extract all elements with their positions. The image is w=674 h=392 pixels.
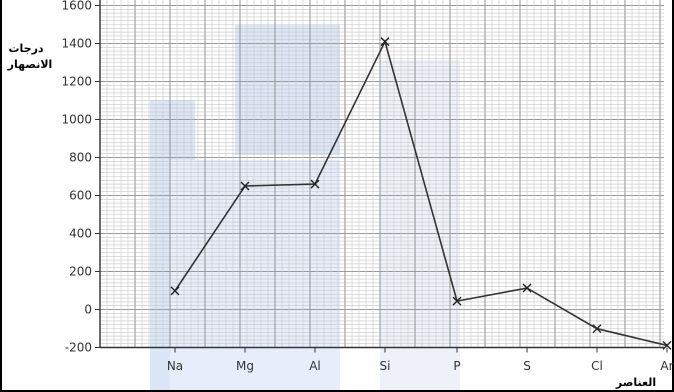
x-tick-label: Cl [591,359,603,373]
series-markers [170,37,672,350]
y-axis-title-line1: درجات [8,42,43,55]
data-point-marker [592,324,602,334]
x-tick-label: P [453,359,460,373]
y-axis-title-line2: الانصهار [7,58,53,71]
data-point-marker [662,340,672,350]
y-tick-label: 200 [69,265,92,279]
series-line [174,39,668,347]
y-tick-label: 1200 [61,75,92,89]
x-axis-title: العناصر [615,376,656,389]
x-tick-label: Al [309,359,321,373]
data-point-marker [380,37,390,47]
y-tick-labels: -200 0 200 400 600 800 1000 1200 1400 1600 [61,0,100,355]
data-point-marker [310,179,320,189]
x-tick-label: Mg [236,359,254,373]
y-tick-label: -200 [65,341,92,355]
series-line-path [174,39,668,347]
y-tick-label: 0 [84,303,92,317]
y-tick-label: 1000 [61,113,92,127]
y-tick-label: 1400 [61,37,92,51]
data-point-marker [170,286,180,296]
x-tick-label: S [523,359,531,373]
y-tick-label: 1600 [61,0,92,13]
y-tick-label: 800 [69,151,92,165]
x-tick-label: Ar [660,359,673,373]
chart-grid [99,0,664,349]
data-point-marker [452,296,462,306]
data-point-marker [240,181,250,191]
x-tick-label: Si [380,359,391,373]
x-tick-label: Na [167,359,183,373]
background-watermark [150,25,460,390]
x-tick-labels: Na Mg Al Si P S Cl Ar [167,347,674,373]
y-tick-label: 600 [69,189,92,203]
y-tick-label: 400 [69,227,92,241]
data-point-marker [522,283,532,293]
